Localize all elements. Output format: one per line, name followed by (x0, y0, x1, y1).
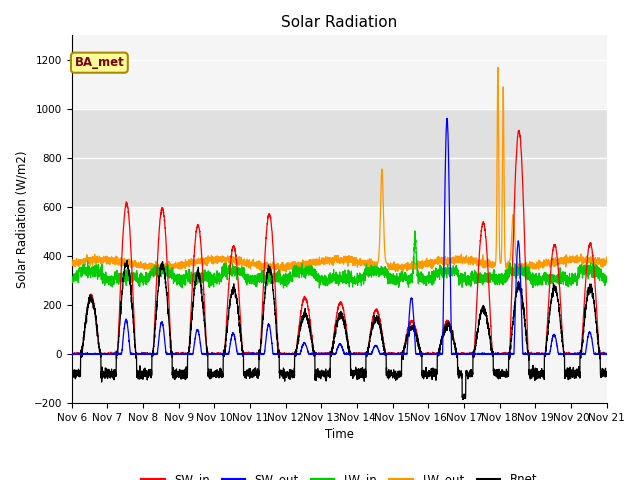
Y-axis label: Solar Radiation (W/m2): Solar Radiation (W/m2) (15, 151, 28, 288)
Text: BA_met: BA_met (74, 56, 124, 69)
Bar (72, 109, 607, 207)
Legend: SW_in, SW_out, LW_in, LW_out, Rnet: SW_in, SW_out, LW_in, LW_out, Rnet (136, 468, 542, 480)
Title: Solar Radiation: Solar Radiation (281, 15, 397, 30)
X-axis label: Time: Time (324, 429, 354, 442)
